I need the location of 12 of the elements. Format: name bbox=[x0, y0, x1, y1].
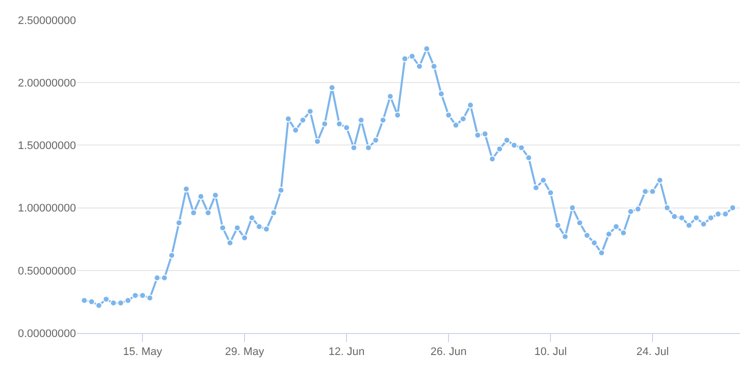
x-tick-label: 10. Jul bbox=[534, 346, 567, 358]
y-tick-label: 1.00000000 bbox=[18, 202, 76, 215]
x-tick-label: 29. May bbox=[225, 346, 265, 358]
x-tick-label: 26. Jun bbox=[430, 346, 467, 358]
y-tick-label: 0.00000000 bbox=[18, 328, 76, 340]
x-tick-label: 12. Jun bbox=[328, 346, 365, 358]
x-tick-label: 24. Jul bbox=[636, 346, 669, 358]
y-tick-label: 2.00000000 bbox=[18, 77, 76, 90]
y-tick-label: 1.50000000 bbox=[18, 140, 76, 152]
y-tick-label: 2.50000000 bbox=[18, 14, 76, 27]
x-tick-label: 15. May bbox=[123, 346, 163, 358]
y-tick-label: 0.50000000 bbox=[18, 265, 76, 278]
